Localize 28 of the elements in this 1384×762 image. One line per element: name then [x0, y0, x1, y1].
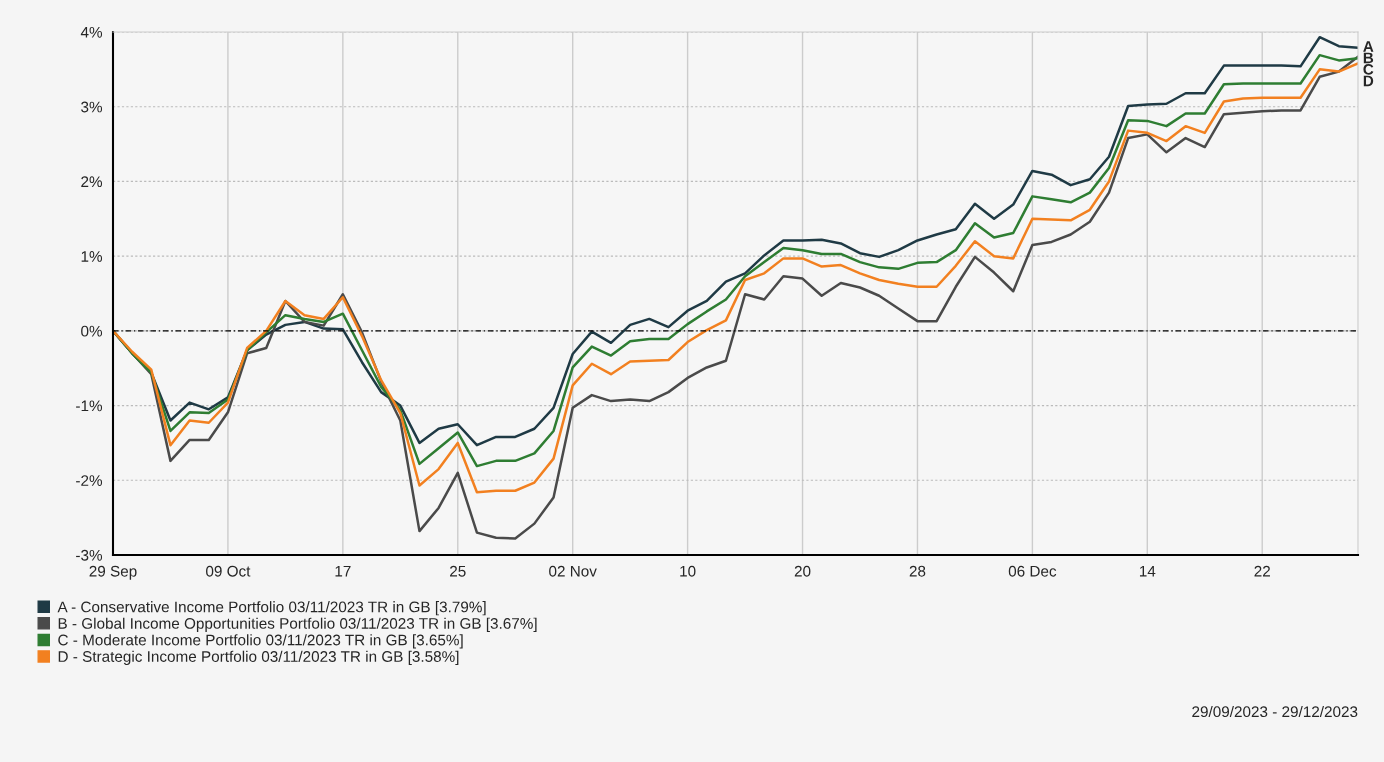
- y-tick-label: 4%: [80, 26, 103, 38]
- legend-label: A - Conservative Income Portfolio 03/11/2023 TR in GB [3.79%]: [57, 601, 486, 616]
- text: 29/09/2023 - 29/12/2023: [1192, 705, 1358, 718]
- text: A: [1363, 41, 1374, 52]
- x-tick-label: 28: [909, 565, 926, 577]
- x-tick-label: 25: [450, 565, 466, 577]
- y-tick-label: 3%: [81, 101, 103, 113]
- x-tick-label: 06 Dec: [1008, 565, 1057, 577]
- y-tick-label: 2%: [81, 176, 103, 188]
- x-tick-label: 14: [1139, 565, 1156, 577]
- legend-label: C - Moderate Income Portfolio 03/11/2023 TR in GB [3.65%]: [58, 634, 463, 649]
- y-tick-label: -1%: [76, 400, 103, 412]
- y-tick-label: 1%: [81, 251, 103, 262]
- y-tick-label: -3%: [76, 549, 103, 561]
- y-tick-label: 0%: [81, 325, 103, 337]
- x-tick-label: 20: [794, 565, 811, 577]
- x-tick-label: 09 Oct: [206, 565, 251, 577]
- x-tick-label: 22: [1254, 565, 1270, 577]
- legend-label: B - Global Income Opportunities Portfolio 03/11/2023 TR in GB [3.67%]: [58, 617, 537, 632]
- text: B: [1363, 52, 1374, 64]
- legend-label: D - Strategic Income Portfolio 03/11/2023 TR in GB [3.58%]: [58, 650, 459, 665]
- y-tick-label: -2%: [76, 475, 103, 486]
- x-tick-label: 29 Sep: [89, 565, 137, 580]
- text: D: [1363, 75, 1374, 87]
- text: C: [1363, 63, 1374, 75]
- x-tick-label: 02 Nov: [549, 565, 597, 577]
- x-tick-label: 17: [335, 565, 351, 577]
- x-tick-label: 10: [680, 565, 696, 577]
